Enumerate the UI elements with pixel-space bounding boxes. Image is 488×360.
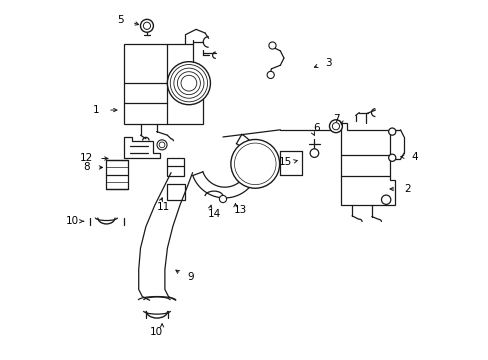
Circle shape <box>332 123 339 130</box>
Text: 15: 15 <box>279 157 292 167</box>
Polygon shape <box>106 160 128 189</box>
Circle shape <box>177 72 200 95</box>
Circle shape <box>167 62 210 105</box>
Text: 6: 6 <box>312 123 319 133</box>
Circle shape <box>266 71 274 78</box>
Circle shape <box>388 154 395 161</box>
Polygon shape <box>341 123 394 205</box>
Text: 9: 9 <box>187 272 194 282</box>
Text: 1: 1 <box>92 105 99 115</box>
Text: 13: 13 <box>234 206 247 216</box>
Circle shape <box>268 42 276 49</box>
Circle shape <box>309 149 318 157</box>
Text: 3: 3 <box>325 58 331 68</box>
Polygon shape <box>167 158 183 176</box>
Text: 14: 14 <box>207 209 220 219</box>
Circle shape <box>329 120 342 133</box>
Text: 4: 4 <box>411 152 417 162</box>
Circle shape <box>140 19 153 32</box>
Polygon shape <box>124 44 203 125</box>
Circle shape <box>230 139 279 188</box>
Circle shape <box>388 128 395 135</box>
Text: 12: 12 <box>80 153 93 163</box>
Text: 10: 10 <box>66 216 79 226</box>
Polygon shape <box>167 184 185 200</box>
Polygon shape <box>124 137 160 158</box>
Circle shape <box>234 143 276 185</box>
Circle shape <box>170 64 207 102</box>
Text: 10: 10 <box>150 327 163 337</box>
Text: 8: 8 <box>83 162 90 172</box>
Text: 7: 7 <box>332 114 339 124</box>
Circle shape <box>157 140 167 150</box>
Text: 2: 2 <box>404 184 410 194</box>
Circle shape <box>236 145 273 183</box>
Circle shape <box>381 195 390 204</box>
Circle shape <box>143 22 150 30</box>
Text: 5: 5 <box>117 15 124 26</box>
Circle shape <box>219 195 226 203</box>
Circle shape <box>174 68 203 98</box>
Circle shape <box>159 142 164 148</box>
Circle shape <box>181 75 196 91</box>
Text: 11: 11 <box>157 202 170 212</box>
